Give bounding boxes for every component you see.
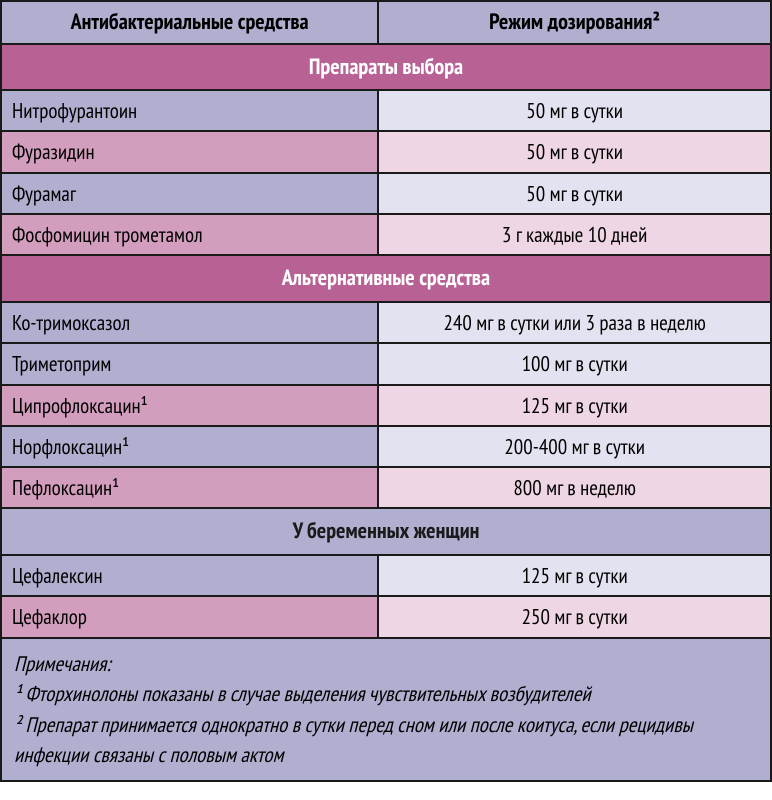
notes-line-2: ² Препарат принимается однократно в сутк… [14,711,693,768]
drug-dose: 3 г каждые 10 дней [378,214,771,255]
drug-dose: 240 мг в сутки или 3 раза в неделю [378,302,771,343]
drug-name: Нитрофурантоин [1,90,378,131]
section-title: У беременных женщин [1,508,771,555]
table-row: Норфлоксацин¹200-400 мг в сутки [1,426,771,467]
section-header: Альтернативные средства [1,255,771,302]
antibacterial-dosing-table: Антибактериальные средства Режим дозиров… [0,0,772,782]
drug-name: Ципрофлоксацин¹ [1,385,378,426]
col-header-name: Антибактериальные средства [1,1,378,44]
drug-dose: 50 мг в сутки [378,131,771,172]
drug-name: Норфлоксацин¹ [1,426,378,467]
drug-dose: 800 мг в неделю [378,467,771,508]
table-row: Цефалексин125 мг в сутки [1,555,771,596]
drug-name: Триметоприм [1,343,378,384]
section-title: Альтернативные средства [1,255,771,302]
drug-dose: 200-400 мг в сутки [378,426,771,467]
table-row: Ко-тримоксазол240 мг в сутки или 3 раза … [1,302,771,343]
table-row: Нитрофурантоин50 мг в сутки [1,90,771,131]
drug-dose: 50 мг в сутки [378,173,771,214]
drug-name: Фосфомицин трометамол [1,214,378,255]
drug-dose: 250 мг в сутки [378,596,771,637]
drug-name: Пефлоксацин¹ [1,467,378,508]
table-row: Ципрофлоксацин¹125 мг в сутки [1,385,771,426]
drug-dose: 50 мг в сутки [378,90,771,131]
drug-name: Цефаклор [1,596,378,637]
drug-dose: 125 мг в сутки [378,555,771,596]
table-row: Фосфомицин трометамол3 г каждые 10 дней [1,214,771,255]
table-header-row: Антибактериальные средства Режим дозиров… [1,1,771,44]
col-header-dose: Режим дозирования² [378,1,771,44]
table-row: Цефаклор250 мг в сутки [1,596,771,637]
drug-name: Фурамаг [1,173,378,214]
section-header: У беременных женщин [1,508,771,555]
table-row: Пефлоксацин¹800 мг в неделю [1,467,771,508]
notes-line-1: ¹ Фторхинолоны показаны в случае выделен… [14,680,591,707]
drug-dose: 100 мг в сутки [378,343,771,384]
section-header: Препараты выбора [1,44,771,91]
section-title: Препараты выбора [1,44,771,91]
table-row: Фуразидин50 мг в сутки [1,131,771,172]
drug-name: Фуразидин [1,131,378,172]
table-row: Фурамаг50 мг в сутки [1,173,771,214]
notes-heading: Примечания: [14,650,111,677]
table-row: Триметоприм100 мг в сутки [1,343,771,384]
drug-name: Цефалексин [1,555,378,596]
notes-row: Примечания: ¹ Фторхинолоны показаны в слу… [1,638,771,782]
drug-dose: 125 мг в сутки [378,385,771,426]
notes-cell: Примечания: ¹ Фторхинолоны показаны в слу… [1,638,771,782]
drug-name: Ко-тримоксазол [1,302,378,343]
